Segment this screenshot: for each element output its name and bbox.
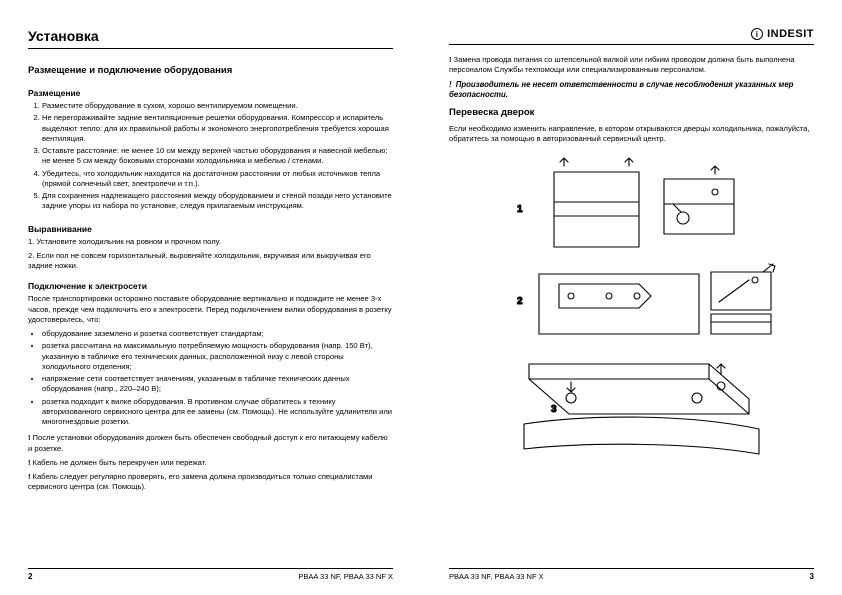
list-item: Не перегораживайте задние вентиляционные… <box>42 113 393 144</box>
list-item: Убедитесь, что холодильник находится на … <box>42 169 393 190</box>
diagram-step-2 <box>539 264 775 334</box>
door-reversal-diagram: 1 <box>459 154 799 464</box>
warning-1-text: После установки оборудования должен быть… <box>28 433 388 452</box>
electrical-intro: После транспортировки осторожно поставьт… <box>28 294 393 325</box>
page-right: i INDESIT !Замена провода питания со ште… <box>421 0 842 595</box>
warning-3-text: Кабель следует регулярно проверять, его … <box>28 472 373 491</box>
footer-left: 2 PBAA 33 NF, PBAA 33 NF X <box>28 568 393 581</box>
diagram-step-3 <box>524 364 759 454</box>
spread: Установка Размещение и подключение обору… <box>0 0 842 595</box>
warning-r1-text: Замена провода питания со штепсельной ви… <box>449 55 795 74</box>
brand-logo: i INDESIT <box>751 28 814 40</box>
step-label-2: 2 <box>517 296 523 307</box>
list-item: розетка рассчитана на максимальную потре… <box>42 341 393 372</box>
step-label-3: 3 <box>551 404 557 415</box>
diagram-step-1 <box>554 158 734 247</box>
list-item: Оставьте расстояние: не менее 10 см межд… <box>42 146 393 167</box>
subheading-electrical: Подключение к электросети <box>28 281 393 291</box>
step-label-1: 1 <box>517 204 523 215</box>
header-row-right: i INDESIT <box>449 28 814 45</box>
bang-icon: ! <box>28 458 31 468</box>
warning-3: !Кабель следует регулярно проверять, его… <box>28 472 393 493</box>
bang-icon: ! <box>449 80 452 91</box>
heading-placement: Размещение и подключение оборудования <box>28 65 393 76</box>
right-content: !Замена провода питания со штепсельной в… <box>449 55 814 577</box>
page-number: 2 <box>28 572 32 581</box>
page-number: 3 <box>810 572 814 581</box>
doors-para: Если необходимо изменить направление, в … <box>449 124 814 145</box>
brand-icon: i <box>751 28 763 40</box>
list-item: розетка подходит к вилке оборудования. В… <box>42 397 393 428</box>
bang-icon: ! <box>449 55 452 65</box>
list-item: Разместите оборудование в сухом, хорошо … <box>42 101 393 111</box>
page-left: Установка Размещение и подключение обору… <box>0 0 421 595</box>
header-row-left: Установка <box>28 28 393 49</box>
heading-doors: Перевеска дверок <box>449 107 814 118</box>
warning-r2: ! Производитель не несет ответственности… <box>449 80 814 101</box>
diagram-area: 1 <box>449 154 814 577</box>
list-item: оборудование заземлено и розетка соответ… <box>42 329 393 339</box>
subheading-leveling: Выравнивание <box>28 224 393 234</box>
model-label: PBAA 33 NF, PBAA 33 NF X <box>449 572 544 581</box>
leveling-line2: 2. Если пол не совсем горизонтальный, вы… <box>28 251 393 272</box>
bang-icon: ! <box>28 472 31 482</box>
list-item: напряжение сети соответствует значениям,… <box>42 374 393 395</box>
placement-list: Разместите оборудование в сухом, хорошо … <box>28 101 393 214</box>
footer-right: PBAA 33 NF, PBAA 33 NF X 3 <box>449 568 814 581</box>
page-title: Установка <box>28 28 99 44</box>
warning-r2-text: Производитель не несет ответственности в… <box>449 80 793 100</box>
bang-icon: ! <box>28 433 31 443</box>
warning-r1: !Замена провода питания со штепсельной в… <box>449 55 814 76</box>
brand-name: INDESIT <box>767 28 814 40</box>
leveling-line1: 1. Установите холодильник на ровном и пр… <box>28 237 393 247</box>
warning-2-text: Кабель не должен быть перекручен или пер… <box>33 458 207 467</box>
warning-1: !После установки оборудования должен быт… <box>28 433 393 454</box>
warning-2: !Кабель не должен быть перекручен или пе… <box>28 458 393 468</box>
electrical-list: оборудование заземлено и розетка соответ… <box>28 329 393 429</box>
list-item: Для сохранения надлежащего расстояния ме… <box>42 191 393 212</box>
model-label: PBAA 33 NF, PBAA 33 NF X <box>298 572 393 581</box>
subheading-placement: Размещение <box>28 88 393 98</box>
